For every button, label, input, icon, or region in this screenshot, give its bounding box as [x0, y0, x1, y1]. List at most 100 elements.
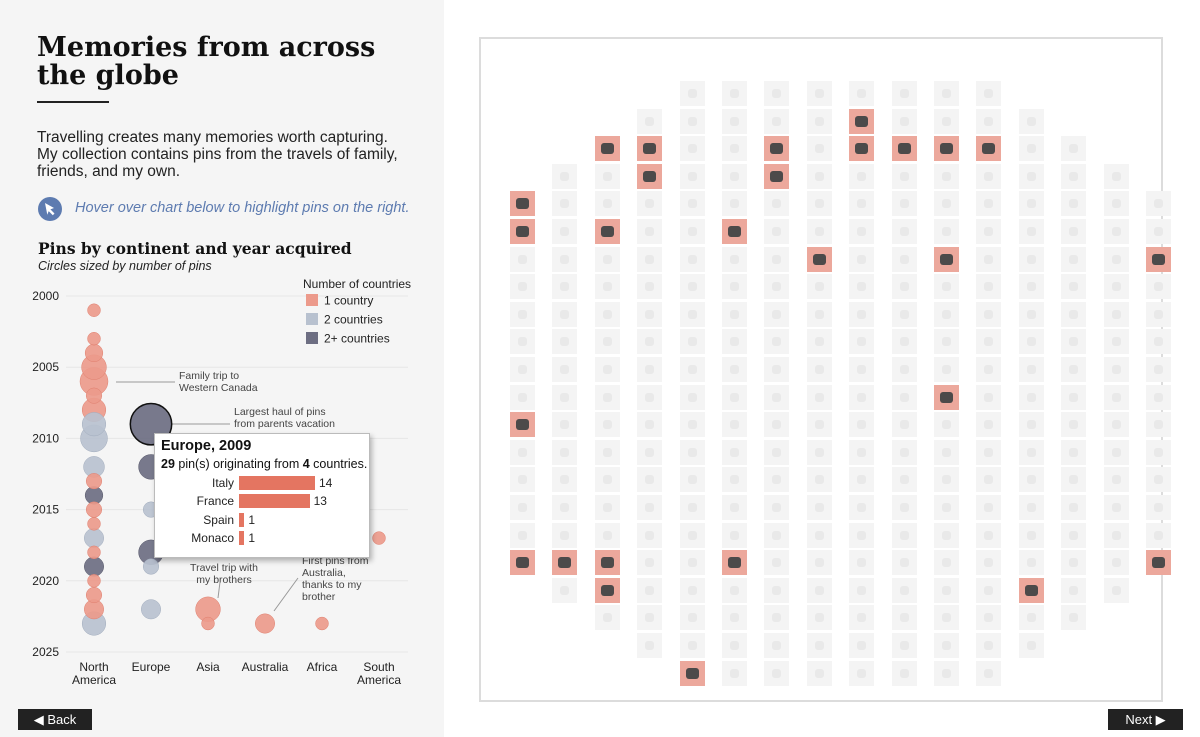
pin-highlighted[interactable] [934, 136, 959, 162]
pin-highlighted[interactable] [510, 219, 535, 244]
pin-highlighted[interactable] [679, 660, 705, 686]
pin[interactable] [679, 467, 705, 493]
pin[interactable] [849, 246, 875, 272]
pin[interactable] [976, 577, 1002, 603]
pin[interactable] [637, 633, 663, 658]
pin[interactable] [1061, 384, 1087, 410]
pin[interactable] [510, 495, 535, 520]
pin-highlighted[interactable] [934, 246, 959, 272]
pin[interactable] [1018, 605, 1044, 631]
pin[interactable] [764, 357, 790, 382]
pin[interactable] [1018, 108, 1044, 134]
pin[interactable] [722, 633, 747, 658]
pin[interactable] [849, 81, 875, 106]
pin[interactable] [637, 274, 663, 300]
pin[interactable] [637, 108, 663, 134]
pin[interactable] [806, 660, 832, 686]
pin[interactable] [722, 467, 747, 493]
pin[interactable] [594, 246, 620, 272]
pin[interactable] [722, 495, 747, 520]
pin[interactable] [934, 219, 959, 244]
pin[interactable] [722, 412, 747, 438]
pin[interactable] [891, 246, 917, 272]
pin[interactable] [849, 412, 875, 438]
pin[interactable] [594, 274, 620, 300]
pin[interactable] [764, 412, 790, 438]
pin[interactable] [679, 219, 705, 244]
pin[interactable] [552, 219, 578, 244]
pin-highlighted[interactable] [849, 136, 875, 162]
pin[interactable] [722, 660, 747, 686]
pin-highlighted[interactable] [722, 219, 747, 244]
pin[interactable] [891, 412, 917, 438]
pin[interactable] [934, 522, 959, 548]
pin[interactable] [637, 522, 663, 548]
pin[interactable] [849, 301, 875, 327]
pin-highlighted[interactable] [510, 191, 535, 217]
pin[interactable] [637, 605, 663, 631]
pin[interactable] [637, 329, 663, 355]
pin[interactable] [722, 191, 747, 217]
pin[interactable] [552, 467, 578, 493]
pin[interactable] [806, 136, 832, 162]
pin[interactable] [552, 522, 578, 548]
pin[interactable] [849, 274, 875, 300]
pin[interactable] [976, 81, 1002, 106]
pin[interactable] [1061, 439, 1087, 465]
pin[interactable] [976, 522, 1002, 548]
pin[interactable] [510, 274, 535, 300]
pin[interactable] [594, 522, 620, 548]
pin[interactable] [764, 191, 790, 217]
pin[interactable] [594, 357, 620, 382]
pin[interactable] [764, 633, 790, 658]
pin[interactable] [594, 384, 620, 410]
pin[interactable] [976, 412, 1002, 438]
pin[interactable] [806, 274, 832, 300]
pin-highlighted[interactable] [594, 219, 620, 244]
pin[interactable] [722, 108, 747, 134]
pin[interactable] [594, 412, 620, 438]
pin[interactable] [552, 357, 578, 382]
pin[interactable] [976, 605, 1002, 631]
pin[interactable] [679, 577, 705, 603]
pin[interactable] [806, 163, 832, 189]
pin-highlighted[interactable] [637, 136, 663, 162]
pin[interactable] [722, 439, 747, 465]
pin[interactable] [806, 412, 832, 438]
pin[interactable] [1146, 495, 1171, 520]
pin[interactable] [849, 633, 875, 658]
pin[interactable] [976, 191, 1002, 217]
pin-highlighted[interactable] [806, 246, 832, 272]
pin[interactable] [849, 577, 875, 603]
pin[interactable] [1146, 384, 1171, 410]
pin[interactable] [1061, 412, 1087, 438]
pin[interactable] [891, 301, 917, 327]
pin[interactable] [849, 163, 875, 189]
pin[interactable] [934, 439, 959, 465]
pin[interactable] [1018, 412, 1044, 438]
pin[interactable] [1018, 329, 1044, 355]
pin[interactable] [679, 495, 705, 520]
pin[interactable] [1018, 384, 1044, 410]
pin[interactable] [764, 81, 790, 106]
pin[interactable] [891, 605, 917, 631]
pin[interactable] [679, 81, 705, 106]
pin[interactable] [849, 495, 875, 520]
pin[interactable] [764, 274, 790, 300]
pin[interactable] [806, 550, 832, 576]
pin[interactable] [1061, 329, 1087, 355]
pin[interactable] [722, 605, 747, 631]
pin[interactable] [722, 136, 747, 162]
pin[interactable] [891, 660, 917, 686]
pin[interactable] [1146, 329, 1171, 355]
pin[interactable] [552, 495, 578, 520]
pin[interactable] [806, 329, 832, 355]
pin-highlighted[interactable] [594, 577, 620, 603]
pin-highlighted[interactable] [594, 550, 620, 576]
pin[interactable] [976, 219, 1002, 244]
pin[interactable] [849, 439, 875, 465]
pin[interactable] [679, 163, 705, 189]
pin[interactable] [1103, 467, 1129, 493]
pin[interactable] [934, 108, 959, 134]
